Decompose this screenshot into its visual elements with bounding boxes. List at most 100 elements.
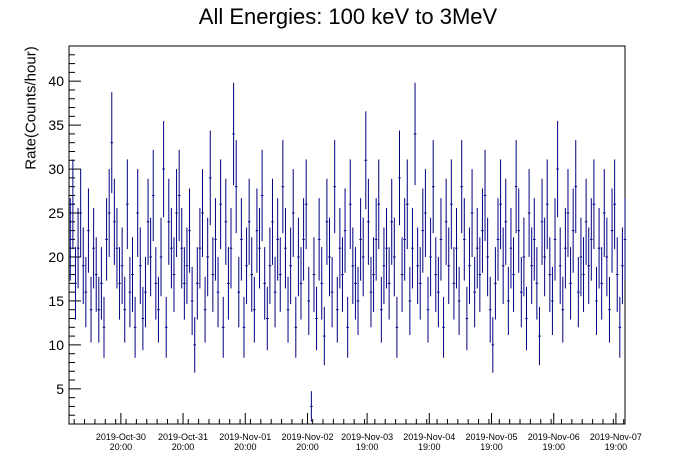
data-point bbox=[377, 159, 381, 250]
data-point bbox=[551, 266, 554, 335]
data-point bbox=[276, 198, 279, 281]
data-point bbox=[605, 217, 609, 297]
data-point bbox=[260, 149, 264, 242]
data-point bbox=[315, 286, 318, 351]
data-point bbox=[522, 217, 526, 297]
data-point bbox=[92, 207, 95, 289]
data-point bbox=[221, 296, 225, 358]
data-point bbox=[429, 217, 432, 297]
data-point bbox=[157, 276, 160, 343]
data-point bbox=[491, 317, 495, 373]
x-tick-date-label: 2019-Nov-04 bbox=[403, 432, 455, 442]
data-point bbox=[587, 227, 591, 305]
data-point bbox=[566, 169, 570, 257]
data-point bbox=[517, 188, 521, 273]
data-point bbox=[532, 198, 536, 281]
data-point bbox=[470, 169, 474, 257]
data-point bbox=[512, 237, 515, 312]
x-tick-date-label: 2019-Nov-02 bbox=[281, 432, 333, 442]
data-point bbox=[540, 178, 544, 265]
data-point bbox=[385, 207, 388, 289]
data-point bbox=[504, 178, 508, 265]
x-tick-date-label: 2019-Nov-03 bbox=[341, 432, 393, 442]
data-point bbox=[452, 247, 456, 320]
data-point bbox=[227, 247, 230, 320]
data-point bbox=[307, 266, 311, 335]
data-point bbox=[602, 169, 606, 257]
data-point bbox=[367, 178, 370, 265]
data-point bbox=[333, 140, 336, 234]
data-point bbox=[74, 247, 77, 320]
data-point bbox=[330, 256, 334, 328]
data-point bbox=[253, 276, 256, 343]
data-point bbox=[198, 207, 202, 289]
data-point bbox=[465, 286, 469, 351]
data-point bbox=[271, 178, 274, 265]
data-point bbox=[561, 276, 565, 343]
data-point bbox=[571, 188, 575, 273]
data-point bbox=[455, 207, 458, 289]
data-point bbox=[468, 227, 471, 305]
data-point bbox=[387, 247, 391, 320]
data-point bbox=[613, 159, 616, 250]
data-point bbox=[481, 188, 484, 273]
data-point bbox=[408, 266, 412, 335]
data-point bbox=[273, 256, 277, 328]
data-point bbox=[310, 391, 313, 422]
data-point bbox=[473, 256, 476, 328]
data-point bbox=[437, 256, 440, 328]
data-point bbox=[569, 247, 572, 320]
data-point bbox=[265, 286, 269, 351]
data-point bbox=[509, 207, 513, 289]
data-point bbox=[196, 247, 199, 320]
y-tick-label: 10 bbox=[48, 337, 64, 353]
data-markers bbox=[68, 82, 627, 422]
y-tick-label: 40 bbox=[48, 73, 64, 89]
data-point bbox=[398, 130, 401, 226]
data-point bbox=[76, 207, 80, 289]
data-point bbox=[462, 198, 466, 281]
data-point bbox=[71, 159, 75, 250]
data-point bbox=[356, 266, 360, 335]
data-point bbox=[400, 237, 404, 312]
data-point bbox=[141, 286, 145, 351]
data-point bbox=[278, 237, 282, 312]
data-point bbox=[102, 296, 106, 358]
data-point bbox=[211, 237, 215, 312]
data-point bbox=[488, 276, 492, 343]
data-point bbox=[548, 237, 552, 312]
data-point bbox=[431, 140, 435, 234]
data-point bbox=[348, 159, 352, 250]
data-point bbox=[242, 296, 246, 358]
data-point bbox=[608, 276, 611, 343]
data-point bbox=[159, 217, 163, 297]
data-point bbox=[175, 169, 178, 257]
data-point bbox=[172, 237, 176, 312]
x-tick-time-label: 19:00 bbox=[356, 442, 379, 452]
data-point bbox=[507, 266, 510, 335]
data-point bbox=[592, 159, 596, 250]
data-point bbox=[483, 149, 487, 242]
data-point bbox=[543, 217, 546, 297]
data-point bbox=[133, 296, 137, 358]
data-point bbox=[434, 237, 438, 312]
data-point bbox=[341, 237, 344, 312]
data-point bbox=[123, 276, 127, 343]
data-point bbox=[382, 227, 386, 305]
data-point bbox=[128, 256, 132, 328]
data-point bbox=[317, 198, 321, 281]
data-point bbox=[89, 276, 93, 343]
data-point bbox=[185, 227, 189, 305]
data-point bbox=[304, 159, 308, 250]
data-point bbox=[94, 237, 98, 312]
data-point bbox=[444, 178, 448, 265]
data-point bbox=[118, 247, 121, 320]
x-tick-time-label: 20:00 bbox=[296, 442, 319, 452]
data-point bbox=[113, 178, 116, 265]
data-point bbox=[564, 207, 567, 289]
data-point bbox=[170, 207, 173, 289]
data-point bbox=[390, 178, 394, 265]
y-tick-label: 5 bbox=[56, 381, 64, 397]
data-point bbox=[460, 140, 463, 234]
data-point bbox=[144, 256, 147, 328]
